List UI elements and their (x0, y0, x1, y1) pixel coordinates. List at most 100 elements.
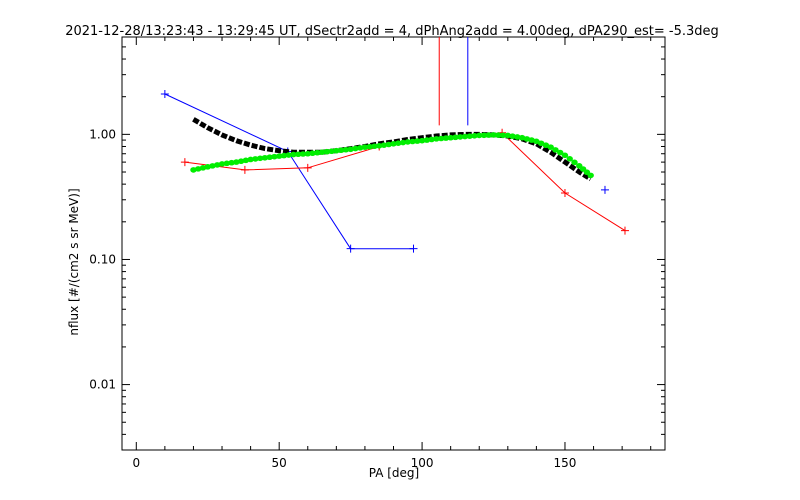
series-dot (461, 133, 469, 140)
series-dot (471, 133, 478, 139)
plus-marker (180, 158, 189, 167)
x-axis-label: PA [deg] (369, 466, 419, 480)
series-dot (437, 135, 445, 142)
plus-marker (560, 188, 569, 197)
series-dot (490, 132, 497, 138)
series-dot (290, 151, 297, 158)
series-dot (404, 139, 411, 145)
series-dot (542, 142, 550, 149)
series-line (164, 93, 414, 250)
series-dot (223, 160, 230, 167)
series-group (160, 37, 629, 253)
series-dot (552, 147, 559, 153)
series-dot (514, 134, 521, 140)
y-tick-label: 1.00 (89, 127, 116, 141)
chart-title: 2021-12-28/13:23:43 - 13:29:45 UT, dSect… (65, 24, 719, 39)
series-dot (361, 144, 369, 150)
series-dot (537, 140, 545, 147)
series-dot (399, 139, 407, 146)
x-tick-label: 150 (554, 456, 577, 470)
series-dot (423, 137, 431, 143)
series-dot (342, 146, 350, 153)
series-dot (566, 156, 573, 162)
series-dot (376, 143, 383, 149)
series-dot (442, 135, 450, 141)
series-dot (214, 162, 221, 168)
series-dot (304, 150, 311, 157)
series-dot (495, 132, 502, 138)
series-dot (371, 143, 378, 150)
series-dot (323, 148, 331, 155)
series-dot (309, 150, 316, 157)
series-dot (204, 164, 211, 170)
plot-area (121, 36, 666, 451)
y-tick-label: 0.01 (89, 378, 116, 392)
series-dot (356, 145, 364, 151)
plus-marker (600, 185, 609, 194)
series-dot (395, 140, 402, 146)
series-dot (299, 151, 307, 157)
series-dot (285, 152, 292, 158)
series-dot (390, 141, 397, 147)
series-dot (476, 132, 483, 139)
series-dot (499, 132, 507, 139)
x-axis-ticks: 0 50 100 150 (132, 37, 652, 470)
series-dot (314, 149, 321, 156)
series-dot (228, 159, 235, 166)
series-dot (237, 158, 245, 165)
series-dot (409, 138, 416, 145)
plus-marker (240, 165, 249, 174)
series-dot (380, 142, 388, 148)
series-dot (275, 153, 283, 159)
series-dot (256, 155, 264, 162)
x-tick-label: 0 (132, 456, 140, 470)
series-dot (414, 138, 421, 144)
series-dot (480, 132, 488, 139)
plot-frame (121, 36, 666, 451)
series-dot (252, 156, 259, 162)
series-dot (557, 149, 564, 156)
series-dot (333, 147, 340, 154)
plus-marker (160, 90, 169, 99)
series-dot (533, 138, 540, 145)
x-tick-label: 100 (411, 456, 434, 470)
series-dot (485, 132, 492, 138)
series-dot (318, 149, 326, 156)
series-dot (266, 154, 273, 161)
series-dot (328, 148, 335, 155)
plus-marker (409, 244, 418, 253)
series-dot (271, 153, 278, 160)
y-axis-label: nflux [#/(cm2 s sr MeV)] (67, 188, 81, 335)
series-dot (561, 152, 569, 159)
plus-marker (620, 226, 629, 235)
series-dot (587, 172, 594, 179)
series-dot (456, 134, 464, 140)
series-line (184, 132, 626, 232)
series-dot (247, 156, 254, 163)
series-dot (452, 134, 459, 141)
series-dot (571, 159, 578, 166)
series-dot (242, 157, 250, 164)
x-tick-label: 50 (272, 456, 287, 470)
series-dot (337, 147, 345, 154)
series-dot (509, 133, 516, 140)
series-dot (547, 144, 554, 150)
series-dot (504, 132, 512, 139)
plus-marker (303, 163, 312, 172)
series-dot (218, 161, 226, 167)
series-dot (447, 134, 454, 141)
series-dot (428, 136, 435, 143)
series-dot (385, 141, 392, 148)
series-dot (347, 146, 354, 153)
series-dot (466, 133, 473, 140)
plus-marker (346, 244, 355, 253)
y-tick-label: 0.10 (89, 252, 116, 266)
series-dot (295, 151, 302, 158)
series-dot (280, 152, 288, 159)
series-dot (261, 154, 269, 161)
series-dot (352, 145, 359, 152)
series-dot (418, 137, 426, 144)
series-dot (233, 159, 240, 165)
series-dot (209, 163, 216, 169)
